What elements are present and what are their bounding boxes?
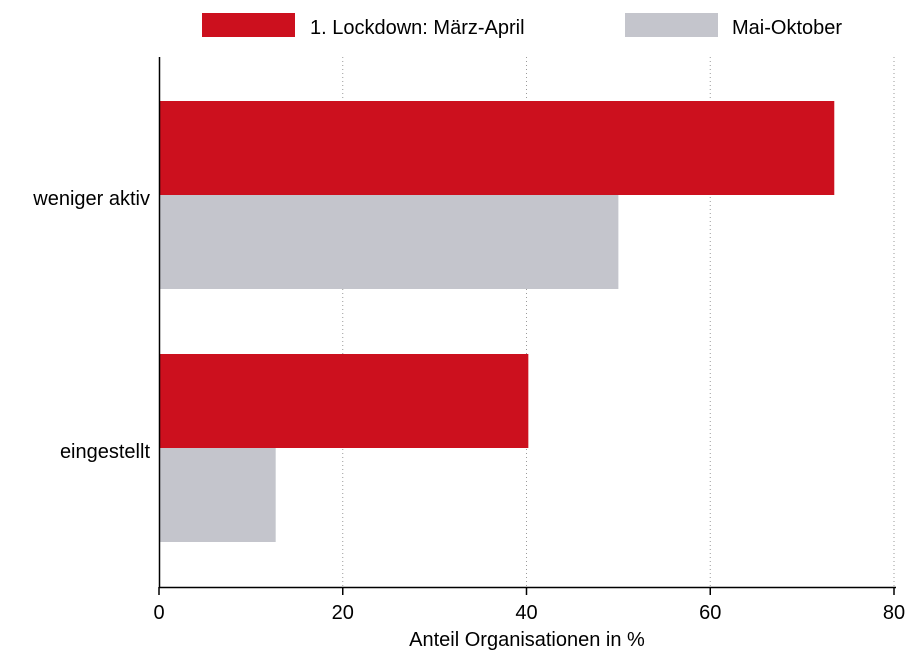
legend-swatch-mai-oktober <box>625 13 718 37</box>
bars <box>159 101 835 542</box>
tick-label-60: 60 <box>699 602 721 624</box>
legend-swatch-lockdown <box>202 13 295 37</box>
x-axis-title: Anteil Organisationen in % <box>409 629 645 650</box>
bar-eingestellt-series-0 <box>159 354 529 448</box>
legend-label-mai-oktober: Mai-Oktober <box>732 17 842 39</box>
category-labels: weniger aktiv eingestellt <box>32 188 150 463</box>
category-label-eingestellt: eingestellt <box>60 441 151 463</box>
bar-weniger-aktiv-series-0 <box>159 101 835 195</box>
tick-label-20: 20 <box>332 602 354 624</box>
tick-label-80: 80 <box>883 602 905 624</box>
legend: 1. Lockdown: März-April Mai-Oktober <box>202 13 842 39</box>
category-label-weniger-aktiv: weniger aktiv <box>32 188 150 210</box>
bar-eingestellt-series-1 <box>159 448 276 542</box>
x-axis-ticks: 0 20 40 60 80 <box>153 587 905 624</box>
bar-weniger-aktiv-series-1 <box>159 195 619 289</box>
tick-label-40: 40 <box>515 602 537 624</box>
tick-label-0: 0 <box>153 602 164 624</box>
legend-label-lockdown: 1. Lockdown: März-April <box>310 17 525 39</box>
